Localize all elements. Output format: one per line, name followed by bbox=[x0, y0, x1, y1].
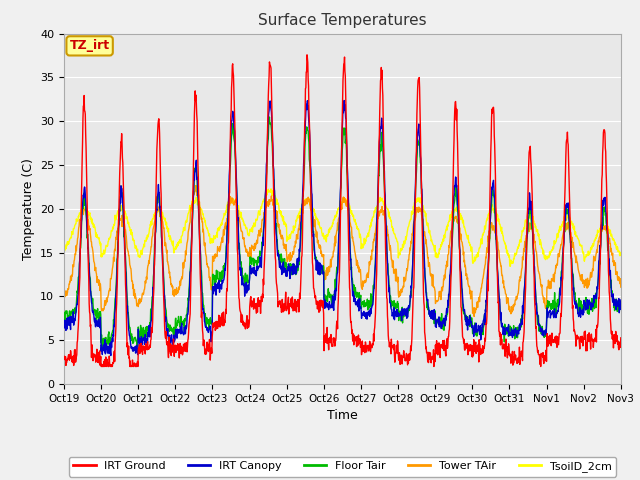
Legend: IRT Ground, IRT Canopy, Floor Tair, Tower TAir, TsoilD_2cm: IRT Ground, IRT Canopy, Floor Tair, Towe… bbox=[69, 457, 616, 477]
Title: Surface Temperatures: Surface Temperatures bbox=[258, 13, 427, 28]
X-axis label: Time: Time bbox=[327, 409, 358, 422]
Y-axis label: Temperature (C): Temperature (C) bbox=[22, 158, 35, 260]
Text: TZ_irt: TZ_irt bbox=[70, 39, 109, 52]
